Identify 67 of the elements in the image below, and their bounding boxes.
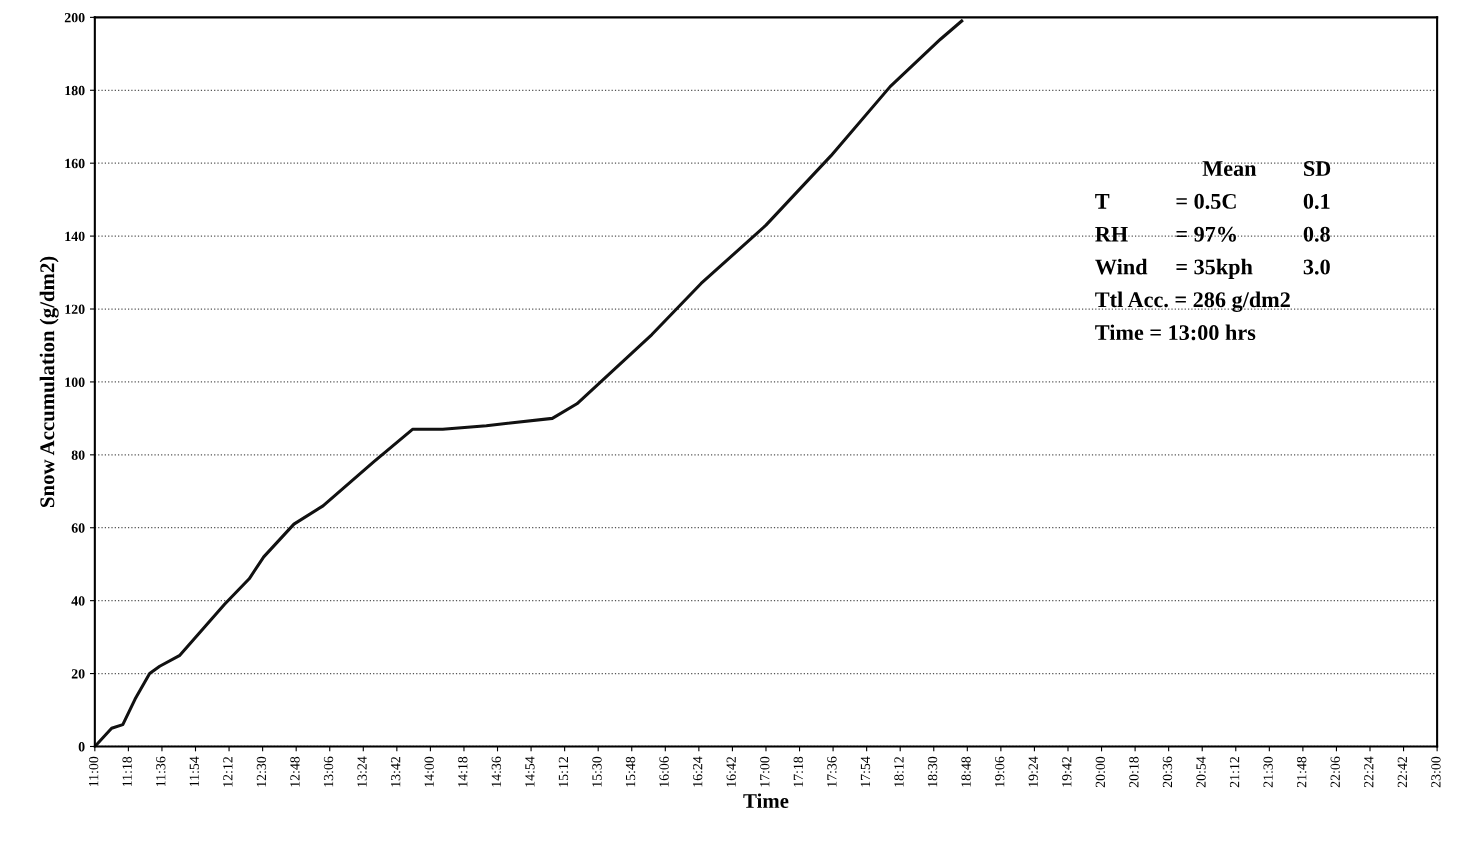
x-tick-label: 13:24 bbox=[357, 756, 367, 787]
x-tick-label: 11:00 bbox=[88, 756, 99, 787]
x-tick-label: 20:36 bbox=[1162, 756, 1173, 788]
x-tick-label: 18:30 bbox=[927, 756, 938, 787]
annotation: Time = 13:00 hrs bbox=[1095, 324, 1256, 341]
x-tick-label: 19:42 bbox=[1062, 756, 1072, 787]
y-tick-label: 160 bbox=[65, 158, 85, 169]
annotation: Mean bbox=[1202, 161, 1257, 177]
x-tick-label: 17:54 bbox=[860, 756, 871, 787]
x-tick-label: 20:54 bbox=[1196, 756, 1206, 788]
x-tick-label: 19:24 bbox=[1028, 756, 1038, 787]
annotation: = 35kph bbox=[1176, 258, 1253, 279]
y-axis-title: Snow Accumulation (g/dm2) bbox=[39, 256, 59, 507]
x-tick-label: 11:18 bbox=[122, 756, 132, 787]
annotation: 3.0 bbox=[1303, 259, 1330, 275]
x-tick-label: 11:36 bbox=[156, 756, 166, 787]
x-tick-label: 15:12 bbox=[558, 756, 569, 787]
x-tick-label: 14:54 bbox=[525, 756, 535, 787]
x-tick-label: 15:48 bbox=[625, 756, 636, 787]
x-tick-label: 18:48 bbox=[961, 756, 971, 787]
x-tick-label: 14:36 bbox=[491, 756, 502, 787]
x-tick-label: 17:00 bbox=[760, 756, 770, 787]
x-tick-label: 19:06 bbox=[994, 756, 1005, 787]
x-tick-label: 21:30 bbox=[1263, 756, 1273, 788]
x-tick-label: 14:18 bbox=[458, 756, 468, 787]
x-tick-label: 12:48 bbox=[290, 756, 300, 787]
x-tick-label: 13:42 bbox=[390, 756, 401, 787]
x-tick-label: 17:36 bbox=[827, 756, 837, 787]
annotation: RH bbox=[1095, 226, 1128, 242]
annotation: Ttl Acc. = 286 g/dm2 bbox=[1095, 291, 1290, 312]
y-tick-label: 20 bbox=[71, 669, 85, 679]
x-tick-label: 21:48 bbox=[1296, 756, 1307, 788]
x-tick-label: 18:12 bbox=[894, 756, 904, 787]
x-tick-label: 22:24 bbox=[1364, 756, 1374, 788]
annotation: = 0.5C bbox=[1176, 193, 1236, 209]
x-tick-label: 20:00 bbox=[1095, 756, 1106, 788]
y-tick-label: 140 bbox=[65, 231, 85, 242]
annotation: SD bbox=[1304, 161, 1331, 177]
x-tick-label: 12:12 bbox=[223, 756, 233, 787]
x-tick-label: 21:12 bbox=[1229, 756, 1240, 788]
x-tick-label: 16:24 bbox=[693, 756, 703, 787]
x-tick-label: 16:42 bbox=[726, 756, 736, 787]
x-tick-label: 11:54 bbox=[189, 756, 200, 787]
y-tick-label: 100 bbox=[65, 377, 85, 387]
annotation: Wind bbox=[1095, 258, 1148, 275]
y-tick-label: 40 bbox=[71, 596, 85, 606]
x-tick-label: 17:18 bbox=[793, 756, 804, 787]
x-tick-label: 22:42 bbox=[1397, 756, 1408, 788]
x-tick-label: 13:06 bbox=[323, 756, 334, 787]
x-axis-title: Time bbox=[743, 793, 789, 809]
y-tick-label: 200 bbox=[64, 12, 85, 23]
y-tick-label: 180 bbox=[65, 85, 85, 96]
x-tick-label: 22:06 bbox=[1330, 756, 1340, 788]
annotation: 0.8 bbox=[1303, 226, 1330, 242]
y-tick-label: 0 bbox=[78, 742, 85, 752]
y-tick-label: 80 bbox=[71, 450, 85, 460]
y-tick-label: 60 bbox=[71, 523, 85, 533]
x-tick-label: 14:00 bbox=[424, 756, 434, 787]
y-tick-label: 120 bbox=[65, 304, 85, 314]
x-tick-label: 15:30 bbox=[592, 756, 602, 787]
annotation: T bbox=[1095, 194, 1110, 209]
annotation: 0.1 bbox=[1303, 193, 1330, 209]
x-tick-label: 12:30 bbox=[256, 756, 267, 787]
x-tick-label: 16:06 bbox=[659, 756, 669, 787]
x-tick-label: 23:00 bbox=[1431, 756, 1441, 788]
x-tick-label: 20:18 bbox=[1129, 756, 1139, 788]
annotation: = 97% bbox=[1176, 226, 1236, 242]
